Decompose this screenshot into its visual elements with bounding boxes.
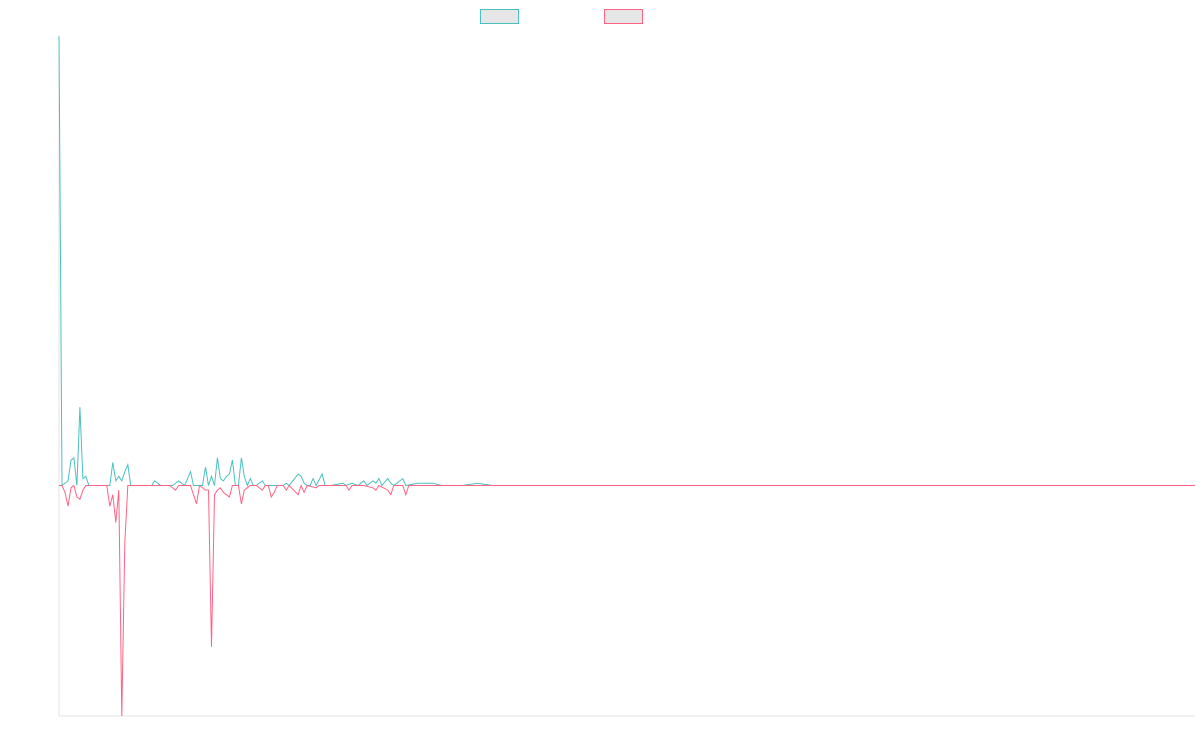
legend-item-series-2[interactable] — [604, 9, 649, 24]
legend-swatch-series-1 — [480, 9, 519, 24]
chart-legend — [0, 9, 1200, 27]
series-2-line — [59, 484, 1195, 717]
series-1-line — [58, 35, 1195, 487]
legend-swatch-series-2 — [604, 9, 643, 24]
chart-axes — [58, 36, 1195, 717]
legend-item-series-1[interactable] — [480, 9, 525, 24]
chart-series-lines — [58, 35, 1195, 717]
